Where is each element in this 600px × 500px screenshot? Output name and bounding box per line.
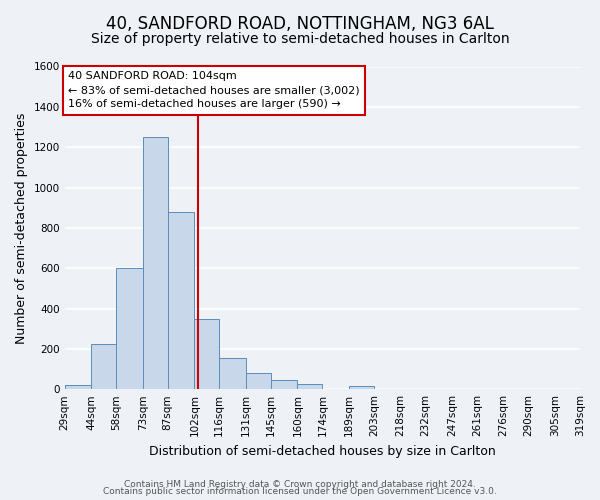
Bar	[168, 212, 194, 389]
Bar	[65, 385, 91, 389]
Bar	[143, 137, 168, 389]
Bar	[271, 380, 298, 389]
Bar	[194, 318, 219, 389]
Bar	[246, 373, 271, 389]
Bar	[219, 358, 246, 389]
Text: 40 SANDFORD ROAD: 104sqm
← 83% of semi-detached houses are smaller (3,002)
16% o: 40 SANDFORD ROAD: 104sqm ← 83% of semi-d…	[68, 72, 360, 110]
Bar	[91, 344, 116, 389]
Text: Contains HM Land Registry data © Crown copyright and database right 2024.: Contains HM Land Registry data © Crown c…	[124, 480, 476, 489]
Text: Size of property relative to semi-detached houses in Carlton: Size of property relative to semi-detach…	[91, 32, 509, 46]
Y-axis label: Number of semi-detached properties: Number of semi-detached properties	[15, 112, 28, 344]
Text: Contains public sector information licensed under the Open Government Licence v3: Contains public sector information licen…	[103, 487, 497, 496]
Bar	[116, 268, 143, 389]
Bar	[349, 386, 374, 389]
Bar	[298, 384, 322, 389]
Text: 40, SANDFORD ROAD, NOTTINGHAM, NG3 6AL: 40, SANDFORD ROAD, NOTTINGHAM, NG3 6AL	[106, 15, 494, 33]
X-axis label: Distribution of semi-detached houses by size in Carlton: Distribution of semi-detached houses by …	[149, 444, 496, 458]
